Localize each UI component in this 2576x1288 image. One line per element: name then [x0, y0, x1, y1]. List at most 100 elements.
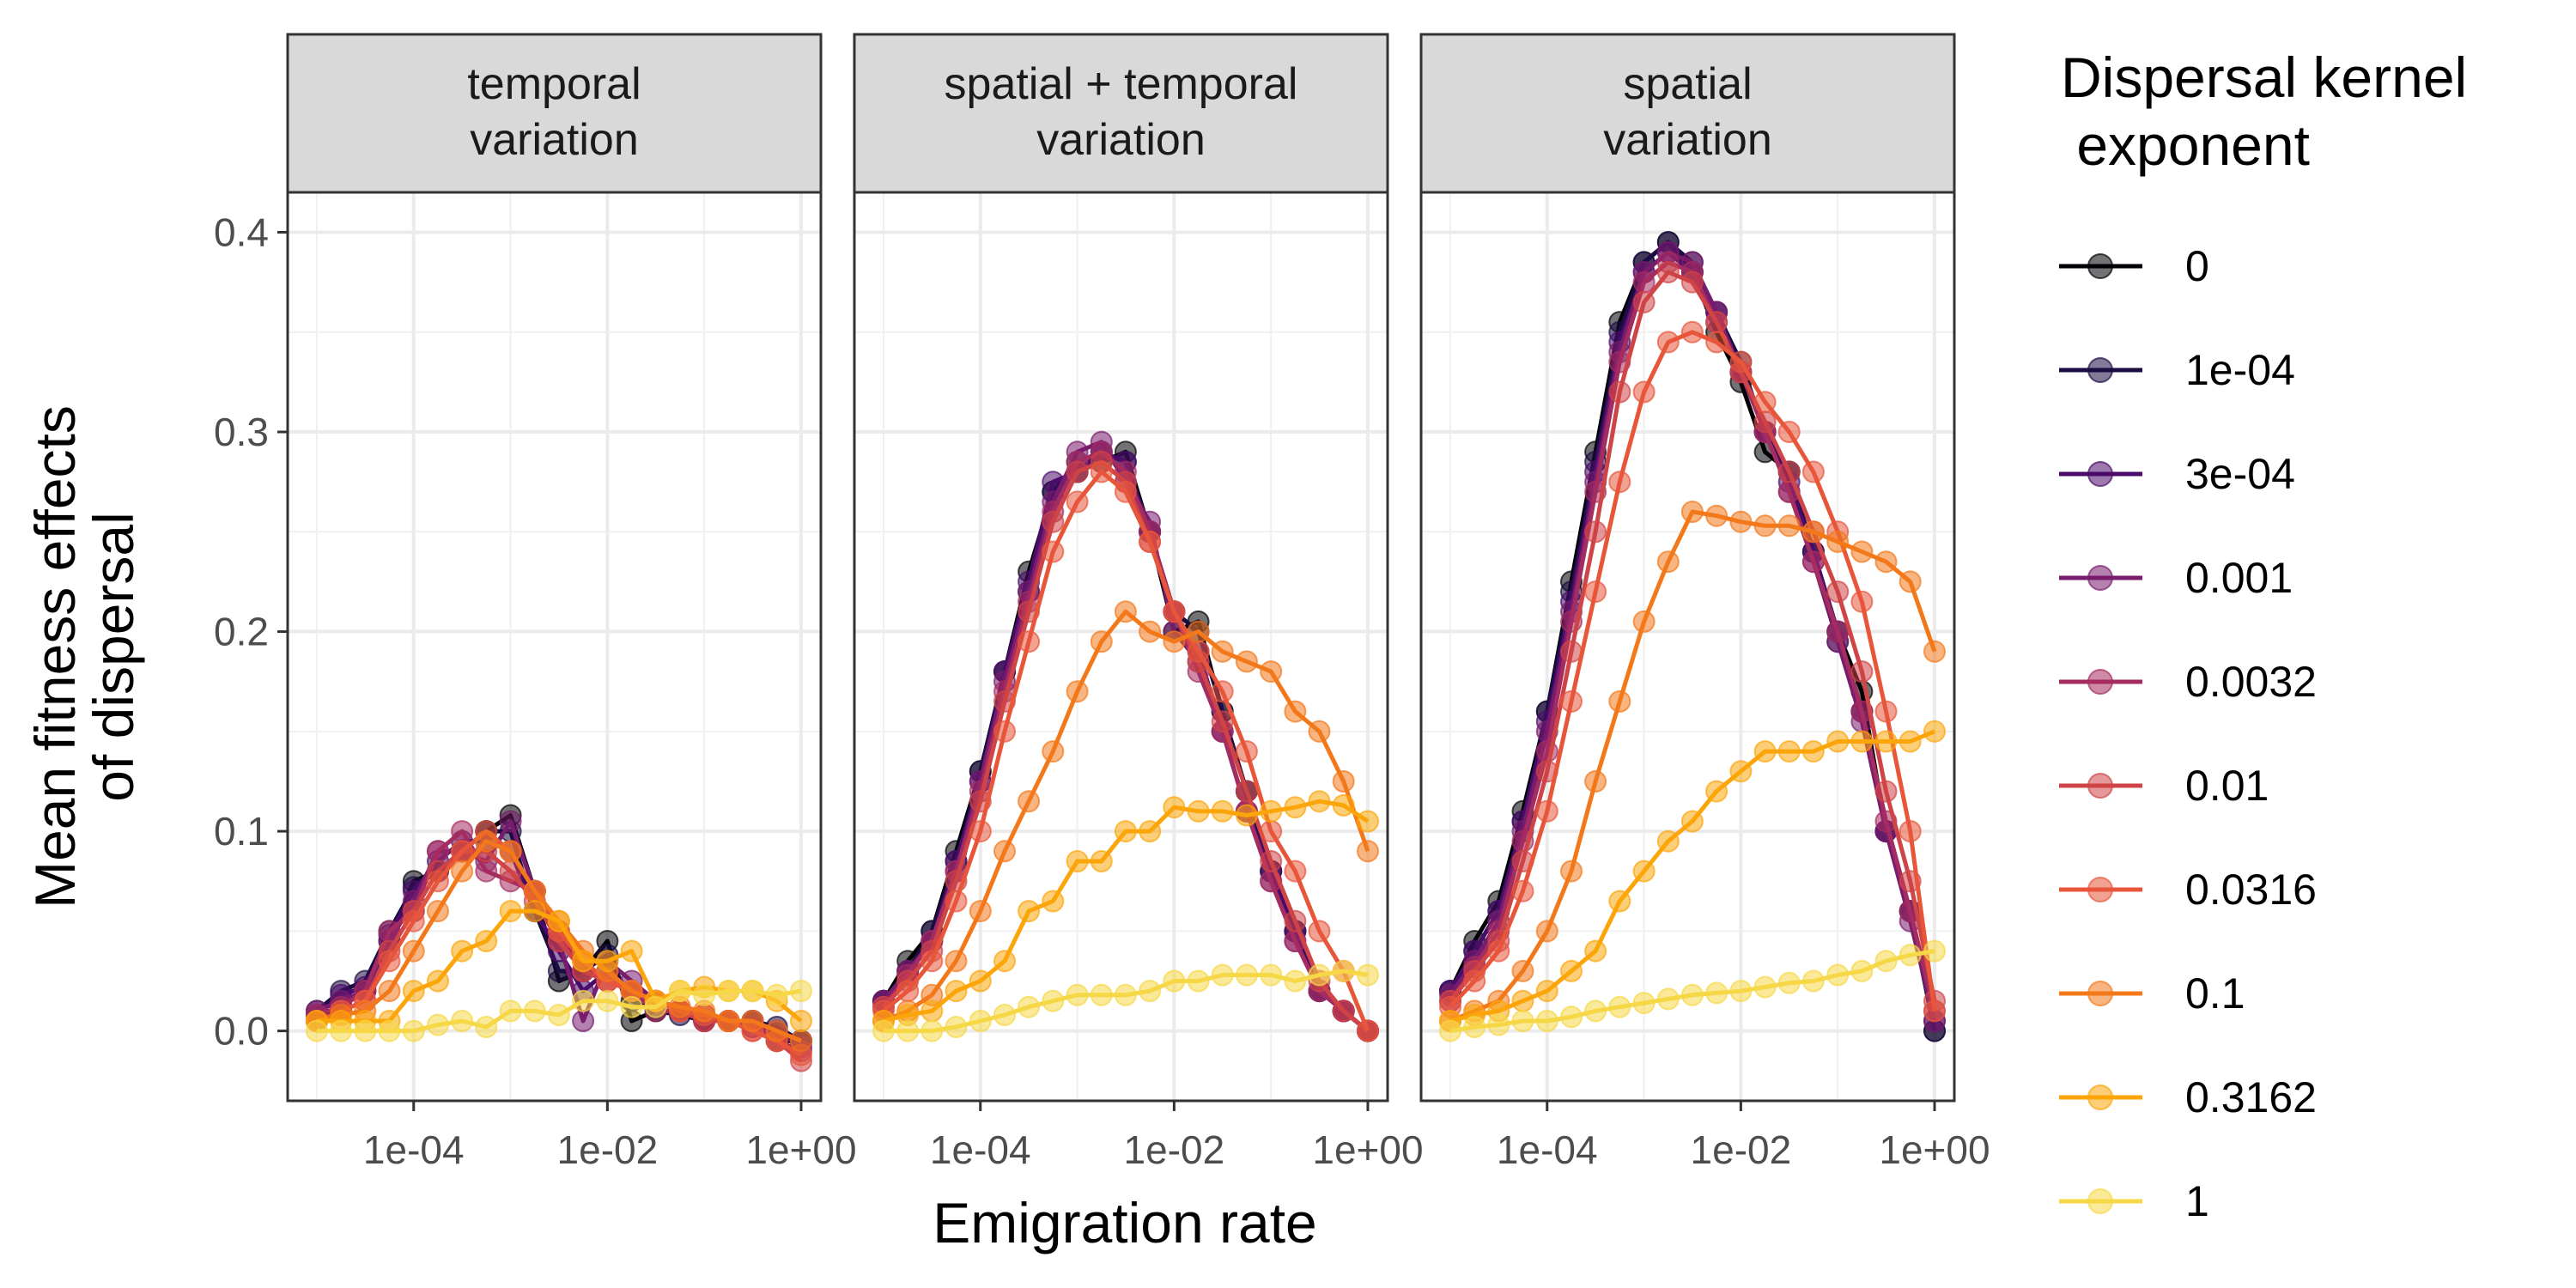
- data-point: [1308, 963, 1331, 987]
- data-point: [1357, 1019, 1379, 1042]
- data-point: [1163, 600, 1186, 623]
- data-point: [547, 1004, 570, 1026]
- data-point: [1632, 290, 1656, 313]
- data-point: [523, 999, 546, 1023]
- data-point: [1899, 570, 1922, 593]
- data-point: [451, 1010, 474, 1032]
- legend-entries: 0 1e-04 3e-04 0.001 0.0032 0.01 0.0316 0.1 0.316…: [2059, 242, 2317, 1225]
- data-point: [499, 999, 522, 1023]
- x-tick-label: 1e-02: [1691, 1127, 1792, 1172]
- data-point: [1235, 740, 1258, 763]
- panel-border: [286, 191, 823, 1103]
- data-point: [790, 980, 812, 1003]
- x-axis: 1e-04 1e-02 1e+00: [930, 1101, 1424, 1172]
- legend-label: 0.3162: [2185, 1073, 2317, 1121]
- legend-entry-0.0316: 0.0316: [2059, 866, 2317, 914]
- data-point: [1332, 793, 1355, 817]
- panel-border: [1419, 191, 1956, 1103]
- data-point: [1874, 730, 1898, 753]
- data-point: [1584, 939, 1607, 963]
- data-point: [1308, 720, 1331, 743]
- y-tick-label: 0.1: [214, 809, 269, 854]
- data-point: [1826, 730, 1850, 753]
- data-point: [668, 980, 691, 1003]
- data-point: [920, 1019, 944, 1042]
- data-point: [1114, 820, 1137, 843]
- data-point: [1850, 730, 1874, 753]
- data-point: [717, 980, 740, 1003]
- data-point: [523, 879, 546, 902]
- data-point: [1332, 959, 1355, 982]
- data-point: [1826, 580, 1850, 604]
- y-axis-title-line-2: of dispersal: [82, 512, 145, 802]
- data-point: [1801, 460, 1825, 483]
- data-point: [1753, 740, 1777, 763]
- data-point: [969, 1010, 992, 1032]
- data-point: [596, 950, 619, 973]
- data-point: [1211, 963, 1234, 987]
- data-point: [1535, 980, 1558, 1003]
- data-point: [1139, 820, 1162, 843]
- panel-border: [853, 191, 1389, 1103]
- data-point: [1729, 760, 1753, 783]
- data-point: [1850, 660, 1874, 683]
- legend-label: 1: [2185, 1177, 2209, 1225]
- data-point: [1284, 969, 1307, 993]
- data-point: [1066, 850, 1089, 872]
- data-point: [354, 1019, 377, 1042]
- data-point: [1632, 270, 1656, 294]
- data-point: [920, 999, 944, 1023]
- data-point: [1923, 999, 1946, 1023]
- data-point: [993, 840, 1016, 863]
- legend-label: 0: [2185, 242, 2209, 290]
- data-point: [1511, 989, 1534, 1012]
- legend-entry-0.3162: 0.3162: [2059, 1073, 2317, 1121]
- legend-entry-0.01: 0.01: [2059, 762, 2269, 810]
- data-point: [1923, 640, 1946, 663]
- data-point: [596, 989, 619, 1012]
- data-point: [1308, 790, 1331, 813]
- data-point: [1357, 963, 1379, 987]
- legend-key-point: [2087, 1188, 2113, 1214]
- data-point: [1114, 600, 1137, 623]
- legend-key-point: [2087, 669, 2113, 695]
- legend-key-point: [2087, 773, 2113, 799]
- plot-background: [1421, 192, 1954, 1101]
- data-point: [1090, 460, 1113, 483]
- legend-key-point: [2087, 565, 2113, 591]
- data-point: [499, 810, 522, 833]
- x-tick-label: 1e-02: [1124, 1127, 1225, 1172]
- data-point: [1463, 1016, 1486, 1038]
- data-point: [1260, 660, 1283, 683]
- panel-2: spatial + temporal variation 1e-04 1e-02 1e+…: [853, 33, 1424, 1172]
- data-point: [1042, 740, 1065, 763]
- data-point: [1066, 460, 1089, 483]
- series-group: [306, 804, 812, 1072]
- data-point: [1090, 630, 1113, 653]
- data-point: [1114, 480, 1137, 503]
- data-point: [572, 1010, 595, 1032]
- series-1: [306, 980, 812, 1042]
- data-point: [1680, 270, 1704, 294]
- data-point: [1584, 580, 1607, 604]
- data-point: [1018, 630, 1041, 653]
- data-point: [1042, 989, 1065, 1012]
- strip-background: [286, 33, 823, 194]
- x-tick-label: 1e-02: [557, 1127, 659, 1172]
- x-axis: 1e-04 1e-02 1e+00: [363, 1101, 857, 1172]
- data-point: [1042, 890, 1065, 913]
- data-point: [1139, 620, 1162, 643]
- data-point: [1332, 999, 1355, 1023]
- data-point: [790, 1030, 812, 1053]
- strip-label-line-1: spatial + temporal: [945, 59, 1298, 109]
- legend-entry-1e-04: 1e-04: [2059, 346, 2295, 394]
- data-point: [1850, 590, 1874, 613]
- data-point: [1705, 331, 1728, 354]
- x-tick-label: 1e+00: [745, 1127, 856, 1172]
- series-group: [1439, 231, 1946, 1042]
- legend-entry-0.001: 0.001: [2059, 554, 2293, 602]
- data-point: [475, 860, 498, 883]
- data-point: [1332, 770, 1355, 793]
